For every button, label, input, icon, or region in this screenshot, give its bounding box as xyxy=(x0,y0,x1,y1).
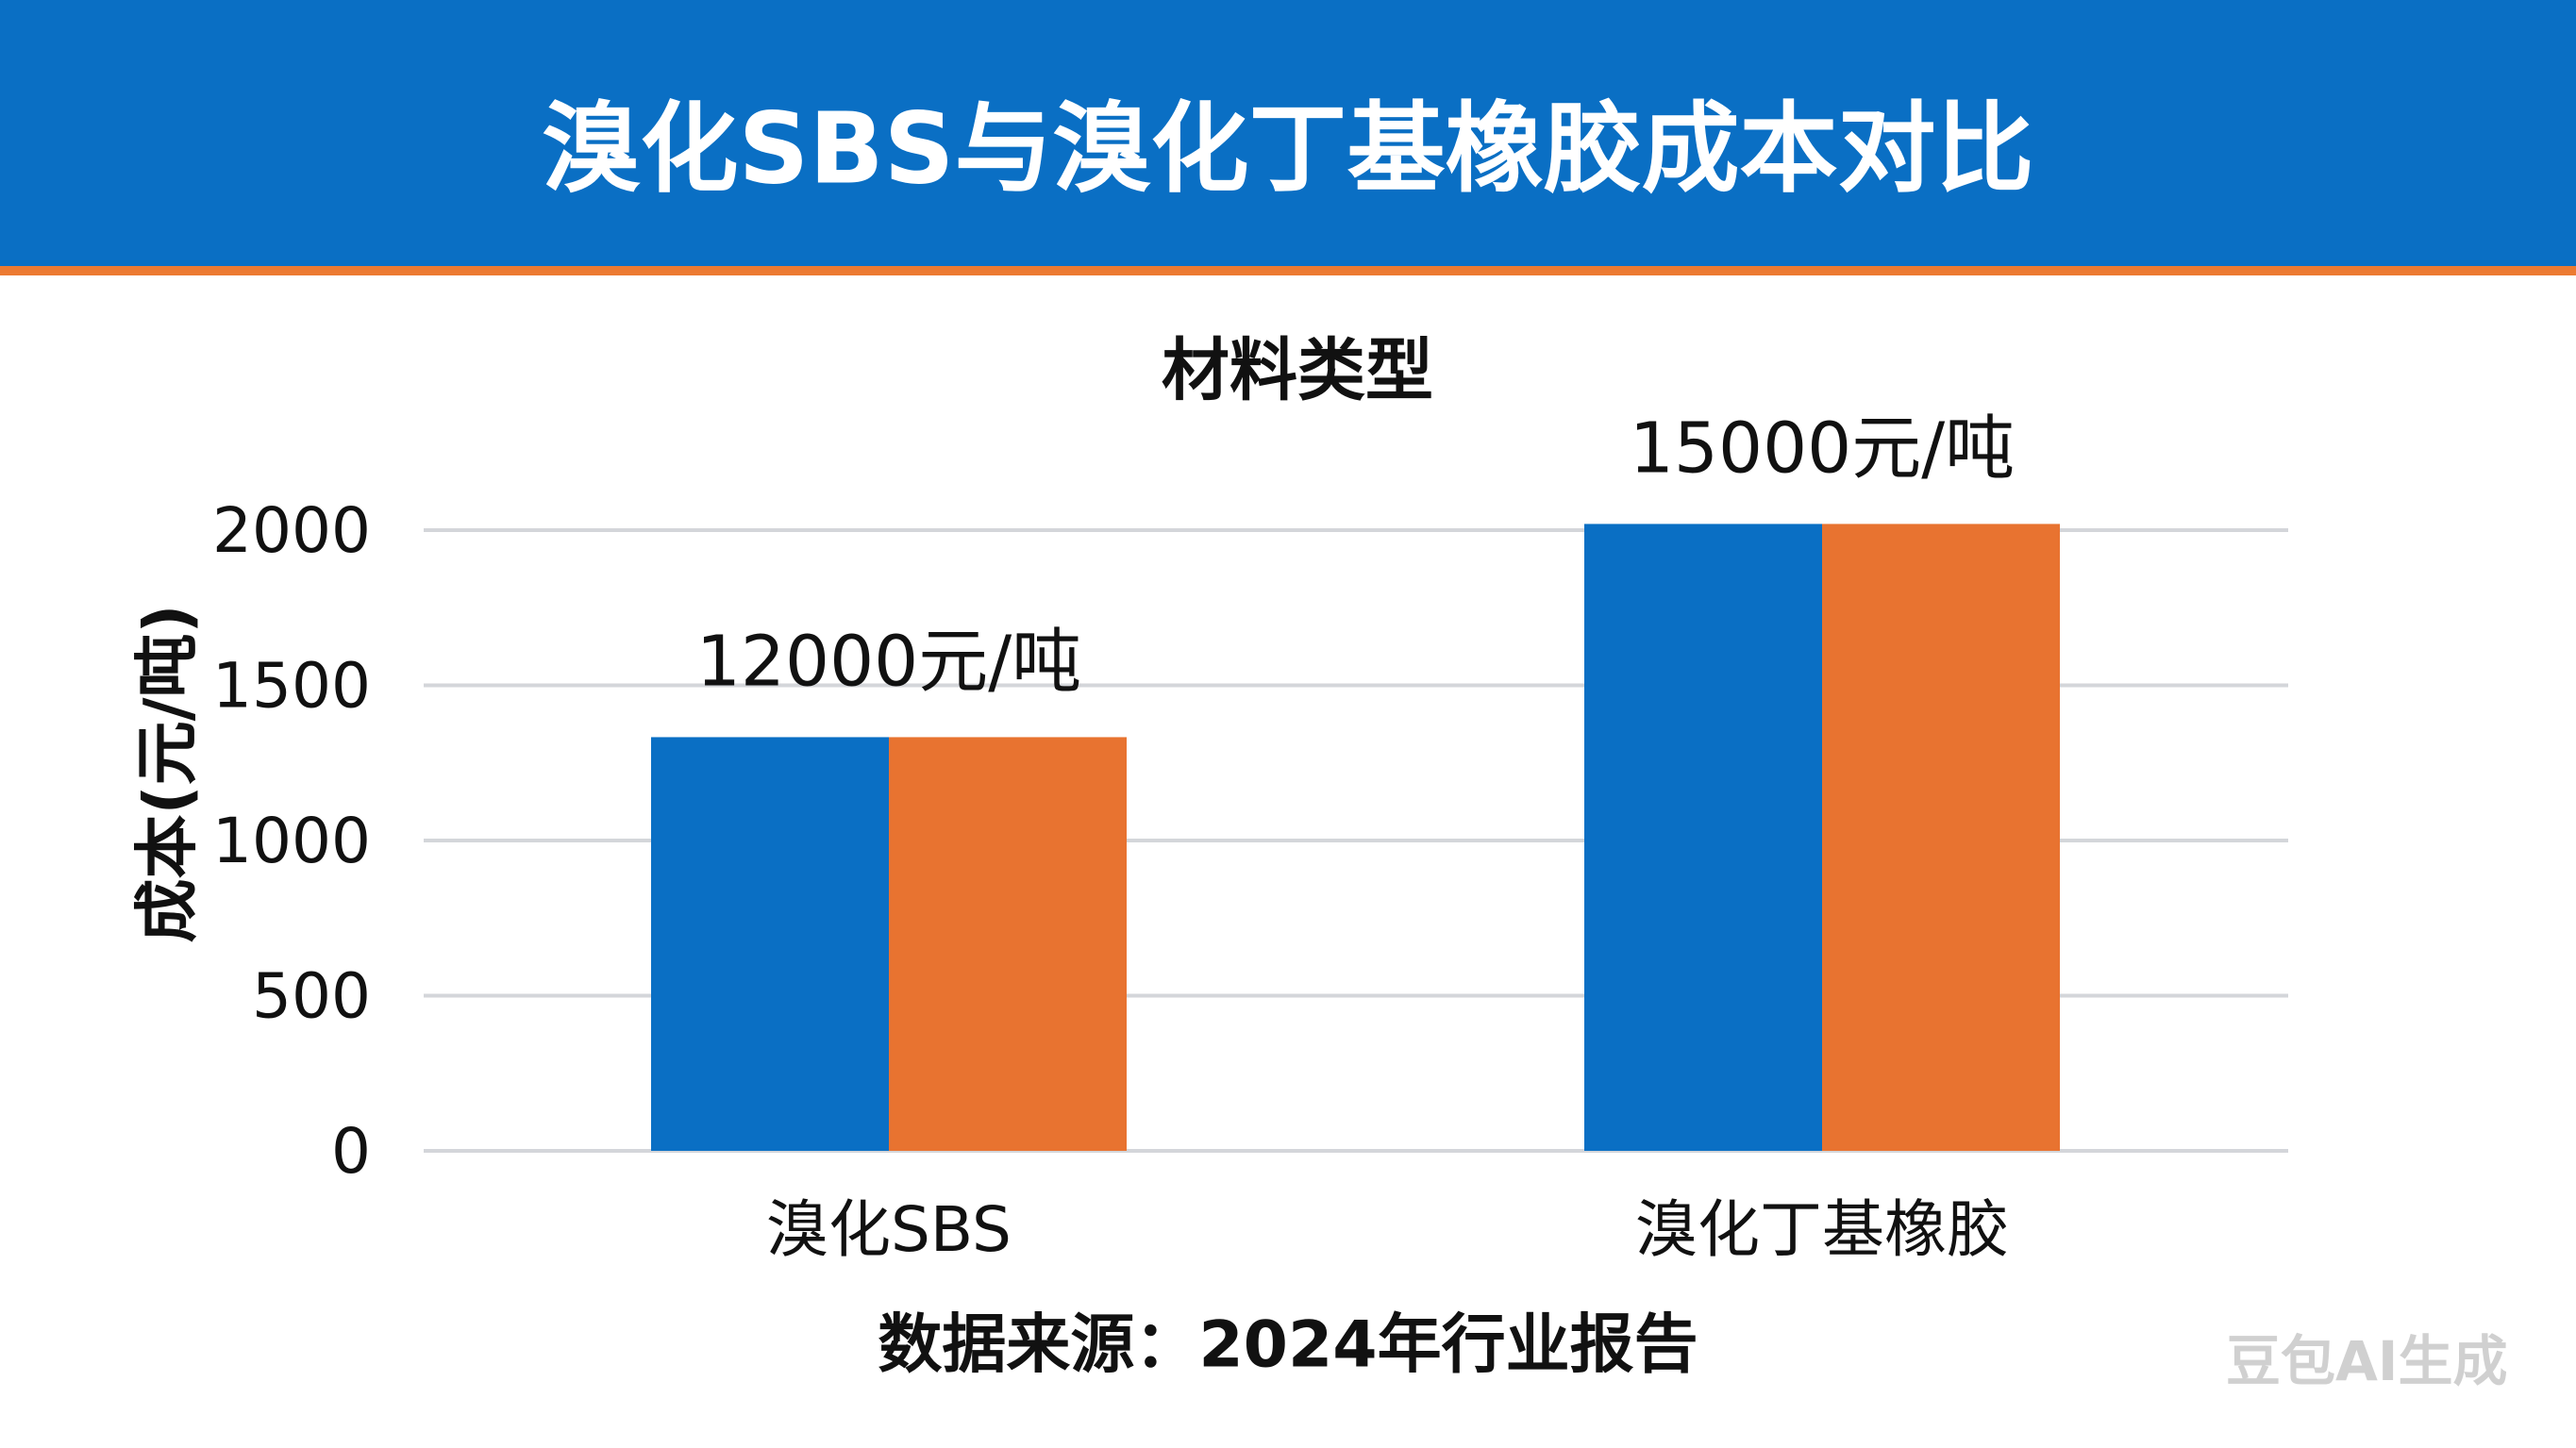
y-axis-label: 成本(元/吨) xyxy=(130,604,206,943)
y-tick-label: 500 xyxy=(252,960,371,1033)
data-label: 15000元/吨 xyxy=(1630,408,2015,489)
watermark: 豆包AI生成 xyxy=(2226,1329,2508,1393)
x-tick-label: 溴化丁基橡胶 xyxy=(1635,1193,2009,1266)
bar-blue xyxy=(1584,524,1822,1151)
chart-title: 材料类型 xyxy=(1161,330,1433,410)
bar-blue xyxy=(651,737,889,1151)
bar-orange xyxy=(889,737,1127,1151)
page-title: 溴化SBS与溴化丁基橡胶成本对比 xyxy=(542,91,2034,207)
y-tick-label: 1500 xyxy=(212,650,371,723)
header-accent-stripe xyxy=(0,266,2576,275)
header-banner xyxy=(0,0,2576,266)
data-label: 12000元/吨 xyxy=(696,621,1081,702)
y-tick-label: 2000 xyxy=(212,494,371,567)
bar-orange xyxy=(1822,524,2060,1151)
source-note: 数据来源：2024年行业报告 xyxy=(878,1307,1698,1383)
y-tick-label: 0 xyxy=(331,1115,371,1188)
y-tick-label: 1000 xyxy=(212,805,371,877)
x-tick-label: 溴化SBS xyxy=(766,1193,1012,1266)
